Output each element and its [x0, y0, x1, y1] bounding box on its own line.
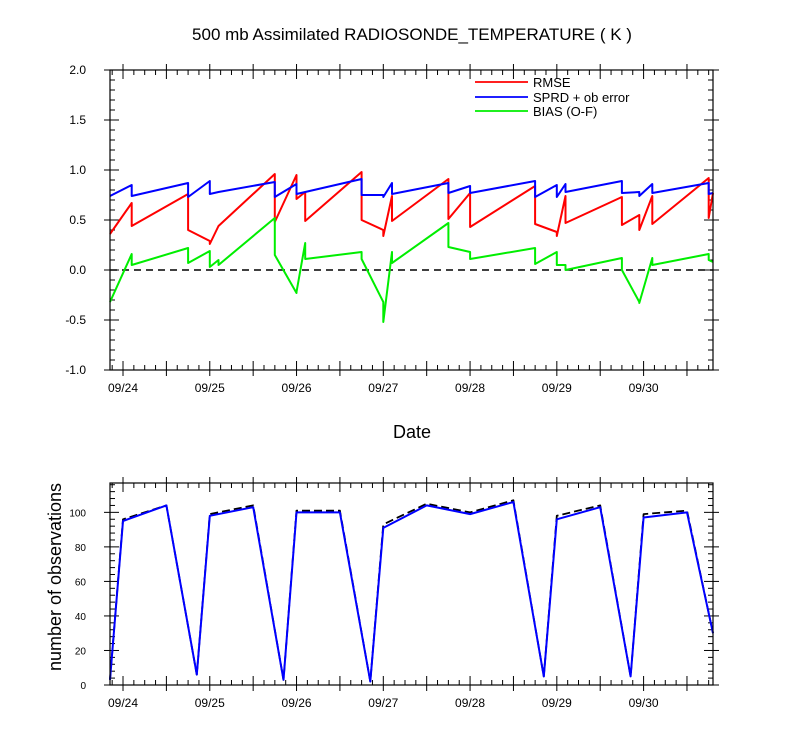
y-tick-label: 0.0 — [69, 263, 86, 277]
x-tick-label: 09/27 — [368, 381, 398, 395]
x-axis-label: Date — [393, 422, 431, 442]
bottom-series-group — [109, 499, 714, 683]
x-tick-label: 09/28 — [455, 696, 485, 710]
top-chart: 500 mb Assimilated RADIOSONDE_TEMPERATUR… — [65, 25, 719, 442]
y-tick-label: 1.0 — [69, 163, 86, 177]
x-tick-label: 09/29 — [542, 696, 572, 710]
bottom-plot-frame — [109, 482, 714, 686]
top-y-tick-labels: 2.0 1.5 1.0 0.5 0.0 -0.5 -1.0 — [65, 63, 86, 377]
chart-title: 500 mb Assimilated RADIOSONDE_TEMPERATUR… — [192, 25, 632, 44]
y-tick-label: 20 — [75, 646, 87, 657]
y-tick-label: 1.5 — [69, 113, 86, 127]
x-tick-label: 09/24 — [108, 381, 138, 395]
y-tick-label: -1.0 — [65, 363, 86, 377]
x-tick-label: 09/26 — [282, 696, 312, 710]
x-tick-label: 09/24 — [108, 696, 138, 710]
y-tick-label: 60 — [75, 577, 87, 588]
y-tick-label: -0.5 — [65, 313, 86, 327]
top-plot-frame — [109, 69, 714, 371]
x-tick-label: 09/28 — [455, 381, 485, 395]
y-tick-label: 2.0 — [69, 63, 86, 77]
series-line-assimilated — [109, 501, 714, 683]
top-series-group — [109, 171, 714, 323]
legend-label-bias: BIAS (O-F) — [533, 104, 597, 119]
x-tick-label: 09/29 — [542, 381, 572, 395]
legend: RMSE SPRD + ob error BIAS (O-F) — [475, 75, 630, 119]
x-tick-label: 09/27 — [368, 696, 398, 710]
y-tick-label: 0 — [80, 681, 86, 692]
x-tick-label: 09/25 — [195, 696, 225, 710]
series-line-rmse — [109, 171, 714, 245]
y-tick-label: 100 — [69, 508, 86, 519]
bottom-y-tick-labels: 0 20 40 60 80 100 — [69, 508, 86, 692]
series-line-bias-o-f — [109, 217, 714, 323]
legend-label-rmse: RMSE — [533, 75, 571, 90]
legend-label-sprd: SPRD + ob error — [533, 90, 630, 105]
series-line-sprd-ob-error — [109, 178, 714, 198]
y-tick-label: 40 — [75, 612, 87, 623]
y-axis-label: number of observations — [45, 483, 65, 671]
x-tick-label: 09/30 — [629, 381, 659, 395]
bottom-x-tick-labels: 09/24 09/25 09/26 09/27 09/28 09/29 09/30 — [108, 696, 659, 710]
top-axis-ticks — [104, 64, 719, 376]
top-x-tick-labels: 09/24 09/25 09/26 09/27 09/28 09/29 09/30 — [108, 381, 659, 395]
x-tick-label: 09/26 — [282, 381, 312, 395]
y-tick-label: 0.5 — [69, 213, 86, 227]
y-tick-label: 80 — [75, 543, 87, 554]
x-tick-label: 09/25 — [195, 381, 225, 395]
series-line-possible — [109, 499, 714, 683]
x-tick-label: 09/30 — [629, 696, 659, 710]
